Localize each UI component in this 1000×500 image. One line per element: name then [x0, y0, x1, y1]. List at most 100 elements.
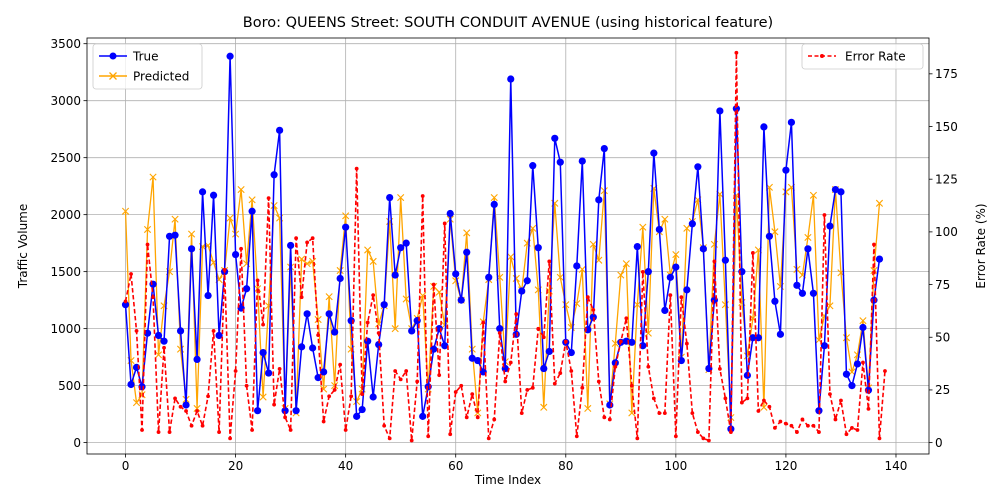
true-point — [490, 200, 498, 208]
error-rate-point — [167, 430, 172, 434]
true-point — [534, 244, 542, 252]
predicted-point — [402, 295, 410, 303]
error-rate-point — [475, 415, 480, 420]
true-point — [485, 273, 493, 281]
true-point — [595, 196, 603, 204]
predicted-point — [490, 193, 498, 202]
predicted-point — [875, 199, 884, 207]
error-rate-point — [277, 366, 282, 371]
error-rate-point — [503, 379, 508, 384]
predicted-point — [809, 191, 818, 199]
legend-true-label: True — [132, 50, 159, 64]
predicted-point — [584, 404, 592, 412]
error-rate-point — [233, 369, 238, 373]
predicted-point — [804, 233, 812, 242]
predicted-point — [154, 351, 163, 359]
true-point — [408, 327, 416, 335]
predicted-point — [226, 214, 234, 222]
predicted-point — [512, 274, 520, 283]
true-point — [402, 239, 410, 247]
true-point — [507, 75, 515, 83]
true-point — [270, 171, 278, 179]
predicted-point — [143, 225, 152, 234]
true-point — [573, 262, 581, 270]
true-point — [336, 274, 344, 283]
predicted-point — [342, 212, 350, 220]
error-rate-point — [508, 360, 513, 365]
error-rate-point — [514, 312, 519, 316]
error-rate-point — [129, 272, 133, 276]
true-point — [848, 382, 856, 390]
y-right-axis-label: Error Rate (%) — [974, 203, 988, 288]
predicted-point — [397, 193, 405, 202]
error-rate-point — [679, 295, 684, 300]
true-point — [468, 354, 476, 362]
x-tick-label: 0 — [122, 459, 130, 473]
error-rate-point — [420, 194, 425, 198]
error-rate-point — [453, 390, 458, 394]
true-point — [628, 338, 636, 346]
error-rate-point — [371, 293, 376, 298]
error-rate-point — [272, 402, 277, 407]
predicted-point — [121, 207, 130, 215]
error-rate-point — [222, 267, 227, 272]
error-rate-point — [492, 417, 497, 422]
error-rate-point — [877, 436, 882, 441]
error-rate-point — [178, 404, 183, 409]
error-rate-point — [778, 419, 783, 424]
y-left-tick-label: 1500 — [50, 265, 81, 279]
error-rate-point — [343, 428, 348, 432]
error-rate-point — [349, 394, 354, 399]
error-rate-point — [459, 383, 464, 388]
true-point — [820, 342, 829, 350]
true-point — [859, 323, 867, 332]
error-rate-point — [206, 394, 210, 399]
error-rate-point — [695, 430, 700, 434]
error-rate-point — [558, 371, 563, 375]
predicted-point — [633, 301, 641, 309]
error-rate-point — [239, 246, 243, 251]
error-rate-point — [690, 411, 695, 416]
error-rate-point — [195, 409, 199, 413]
error-rate-point — [151, 295, 155, 300]
error-rate-point — [398, 377, 403, 382]
true-point — [226, 52, 234, 60]
true-point — [452, 270, 460, 278]
true-point — [749, 334, 757, 342]
true-point — [672, 263, 680, 271]
true-point — [242, 285, 251, 293]
error-rate-point — [883, 369, 887, 373]
predicted-point — [248, 196, 256, 204]
predicted-point — [298, 255, 306, 263]
predicted-point — [171, 215, 179, 223]
true-point — [198, 188, 207, 196]
error-rate-point — [811, 423, 816, 428]
true-point — [441, 342, 449, 350]
error-rate-point — [723, 396, 728, 401]
error-rate-point — [530, 385, 535, 390]
true-point — [446, 209, 454, 218]
true-point — [276, 126, 284, 134]
error-rate-point — [415, 379, 420, 384]
true-point — [457, 296, 465, 304]
plot-frame — [86, 37, 930, 455]
predicted-point — [507, 253, 515, 261]
error-rate-point — [332, 388, 337, 392]
error-rate-point — [734, 50, 739, 55]
y-left-tick-label: 3500 — [50, 37, 81, 51]
y-left-tick-label: 500 — [58, 379, 81, 393]
error-rate-point — [806, 423, 810, 428]
error-rate-point — [184, 409, 188, 413]
true-point — [182, 401, 190, 409]
error-rate-point — [305, 240, 310, 245]
true-point — [231, 250, 240, 259]
error-rate-point — [850, 425, 854, 430]
error-rate-point — [585, 295, 590, 300]
error-rate-point — [607, 417, 612, 422]
true-point — [793, 281, 801, 289]
true-point — [518, 287, 526, 295]
predicted-point — [540, 403, 548, 411]
error-rate-point — [387, 436, 392, 441]
y-right-tick-label: 150 — [935, 120, 958, 134]
predicted-point — [771, 228, 779, 236]
